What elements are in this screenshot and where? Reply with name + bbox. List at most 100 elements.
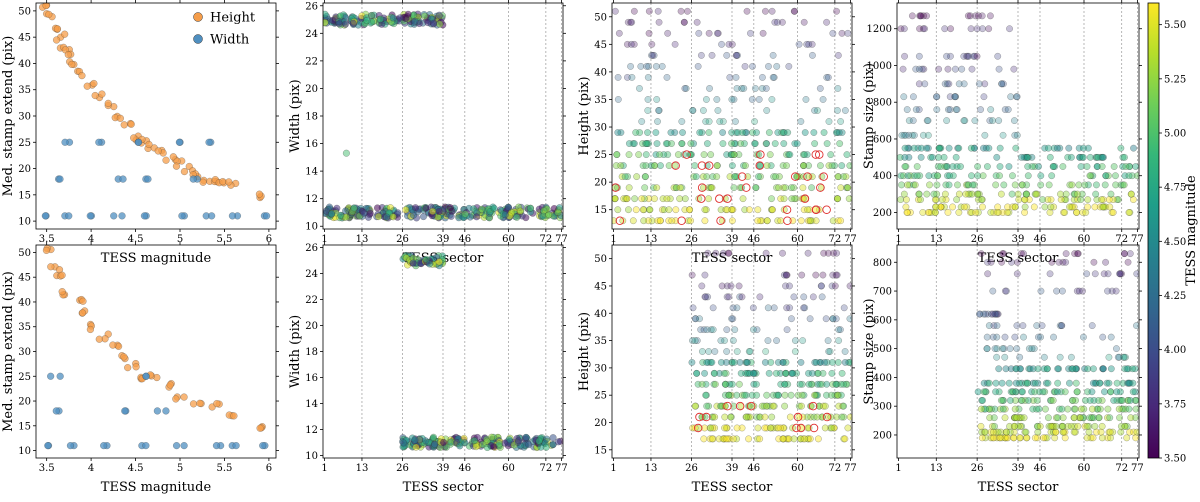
level-point <box>1051 388 1059 396</box>
level-point <box>804 206 811 214</box>
level-point <box>1083 422 1091 430</box>
level-point <box>761 424 769 432</box>
height-point <box>120 121 128 129</box>
level-point <box>1133 172 1139 180</box>
level-point <box>986 117 994 124</box>
level-point <box>1011 203 1019 211</box>
level-point <box>614 184 622 192</box>
level-point <box>679 129 686 136</box>
width-point <box>95 138 103 146</box>
level-point <box>836 140 844 147</box>
level-point <box>837 380 845 388</box>
level-point <box>931 209 939 216</box>
y-tick-label: 35 <box>594 336 607 347</box>
level-point <box>972 12 979 20</box>
level-point <box>1071 405 1079 413</box>
width-point <box>495 440 503 448</box>
height-point <box>61 30 69 38</box>
level-point <box>998 258 1006 266</box>
level-point <box>760 402 768 410</box>
level-point <box>797 424 805 432</box>
level-point <box>1078 190 1086 198</box>
level-point <box>625 206 632 214</box>
level-point <box>704 359 712 366</box>
level-point <box>935 153 942 161</box>
level-point <box>904 144 912 152</box>
level-point <box>1091 270 1099 278</box>
width-point <box>383 213 391 221</box>
width-point <box>61 138 69 146</box>
level-point <box>952 153 960 161</box>
y-tick-label: 600 <box>873 315 892 326</box>
y-tick-label: 700 <box>873 287 892 298</box>
width-point <box>205 138 213 146</box>
level-point <box>723 424 730 432</box>
level-point <box>999 80 1007 88</box>
level-point <box>943 52 950 60</box>
level-point <box>819 96 827 103</box>
width-point <box>421 12 429 20</box>
level-point <box>658 62 666 70</box>
level-point <box>1055 258 1063 266</box>
level-point <box>1090 414 1098 422</box>
level-point <box>743 7 751 15</box>
level-point <box>1011 397 1019 404</box>
level-point <box>1101 388 1108 396</box>
level-point <box>1034 379 1042 387</box>
level-point <box>1053 144 1061 152</box>
level-point <box>1001 287 1009 295</box>
highlight-point <box>615 216 625 225</box>
level-point <box>1114 353 1122 361</box>
y-tick-label: 25 <box>594 150 607 161</box>
level-point <box>997 190 1005 198</box>
level-point <box>927 153 935 161</box>
level-point <box>701 293 709 301</box>
level-point <box>1133 322 1139 329</box>
level-point <box>1071 250 1079 258</box>
level-point <box>1052 428 1060 436</box>
x-tick-label: 3.5 <box>39 463 55 474</box>
level-point <box>1062 196 1070 204</box>
width-point <box>47 372 55 380</box>
level-point <box>811 140 819 147</box>
level-point <box>806 435 814 443</box>
highlight-point <box>677 216 686 225</box>
level-point <box>751 118 758 125</box>
level-point <box>1016 353 1024 361</box>
y-tick-label: 400 <box>873 373 892 384</box>
level-point <box>1059 258 1067 266</box>
width-point <box>162 407 170 415</box>
level-point <box>979 172 987 180</box>
level-point <box>775 173 783 181</box>
level-point <box>786 304 793 312</box>
level-point <box>985 405 993 413</box>
width-point <box>535 437 543 445</box>
height-point <box>213 400 221 408</box>
height-point <box>45 10 53 18</box>
level-point <box>708 184 716 192</box>
level-point <box>770 173 778 181</box>
level-point <box>684 7 691 15</box>
level-point <box>985 25 993 33</box>
level-point <box>753 391 760 399</box>
level-point <box>1020 153 1028 161</box>
width-point <box>41 212 49 220</box>
level-point <box>804 217 812 225</box>
level-point <box>753 380 760 388</box>
level-point <box>1010 428 1018 436</box>
x-tick-label: 46 <box>1034 463 1047 474</box>
level-point <box>1003 209 1011 216</box>
level-point <box>1102 172 1110 180</box>
level-point <box>1132 405 1139 413</box>
level-point <box>1046 270 1054 278</box>
level-point <box>811 107 818 114</box>
width-point <box>263 212 271 220</box>
level-point <box>1089 379 1097 387</box>
level-point <box>619 162 627 170</box>
level-point <box>828 391 835 399</box>
level-point <box>648 217 656 225</box>
level-point <box>708 359 716 366</box>
highlight-point <box>756 150 765 159</box>
level-point <box>974 172 982 180</box>
y-tick-label: 200 <box>873 430 892 441</box>
